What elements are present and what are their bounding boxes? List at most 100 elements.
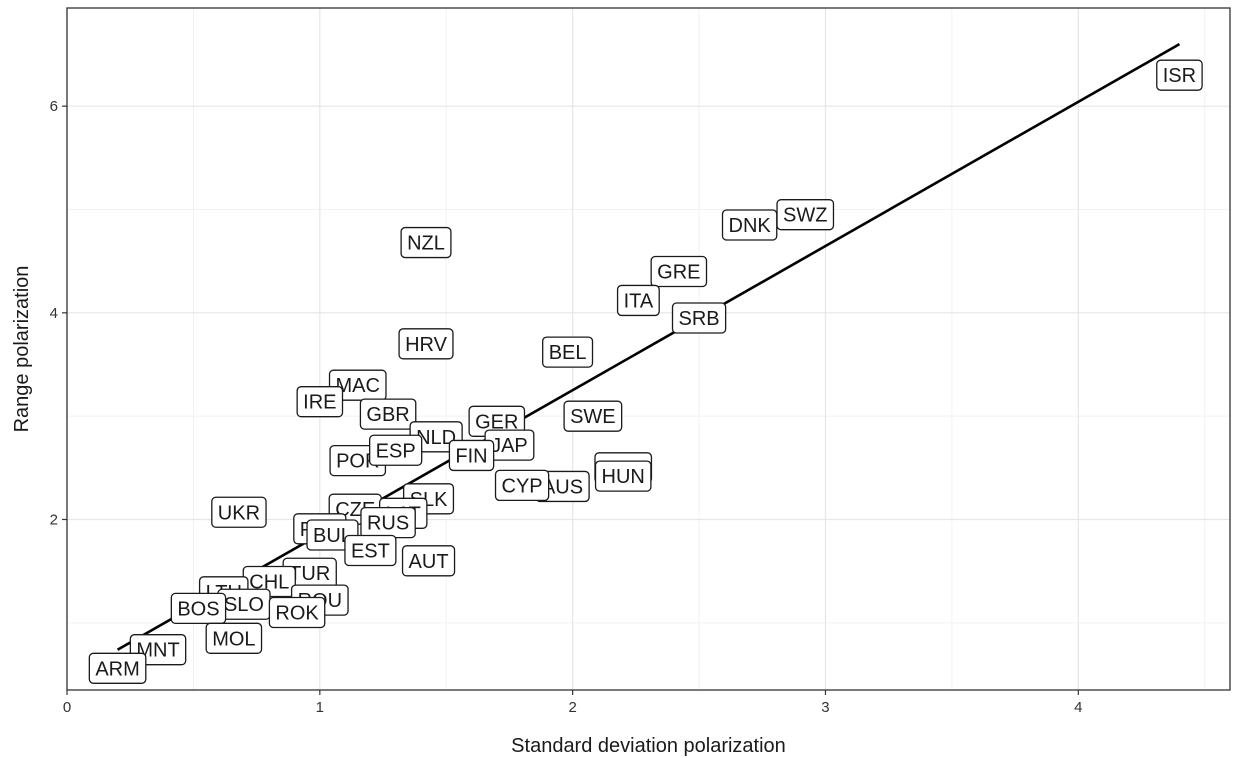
point-label-box (328, 369, 387, 401)
point-label-text: JAP (491, 435, 528, 457)
plot-frame (66, 7, 1231, 691)
point-label-swz: SWZ (776, 199, 835, 231)
point-label-box (671, 302, 727, 334)
point-label-box (400, 226, 452, 259)
point-label-dnk: DNK (721, 209, 778, 241)
point-label-hun: HUN (594, 460, 652, 492)
point-label-text: HRV (405, 334, 448, 356)
point-label-text: HUN (602, 466, 645, 488)
point-label-box (398, 328, 454, 360)
point-label-ger: GER (468, 405, 526, 437)
point-label-mac: MAC (328, 369, 387, 401)
point-label-box (616, 284, 660, 317)
point-label-ukr: UKR (211, 496, 267, 528)
point-label-text: ROK (275, 603, 319, 625)
x-tick-label: 3 (821, 699, 829, 716)
point-label-ita: ITA (616, 284, 660, 317)
point-label-gbr: GBR (359, 398, 417, 430)
x-axis-title: Standard deviation polarization (511, 735, 786, 757)
point-label-rus: RUS (360, 506, 416, 539)
point-label-box (88, 652, 147, 684)
point-label-arm: ARM (88, 652, 147, 684)
point-label-box (448, 439, 495, 472)
point-label-box (359, 398, 417, 430)
point-label-bel: BEL (542, 336, 594, 368)
y-tick-label: 2 (50, 512, 58, 529)
point-label-bos: BOS (170, 592, 227, 625)
x-tick-label: 0 (63, 699, 71, 716)
point-label-text: MOL (212, 628, 255, 650)
point-label-box (170, 592, 227, 625)
point-label-text: UKR (218, 502, 260, 524)
point-label-aut: AUT (401, 545, 456, 577)
point-label-text: GBR (366, 404, 409, 426)
point-label-box (494, 469, 550, 502)
point-label-text: ISR (1163, 65, 1196, 87)
point-label-text: ESP (376, 440, 416, 462)
point-label-text: EST (351, 541, 390, 563)
point-label-text: BUL (313, 525, 352, 547)
point-label-box (401, 545, 456, 577)
point-label-text: AUT (409, 551, 449, 573)
point-label-text: POR (336, 451, 379, 473)
trend-line-group (116, 43, 1181, 651)
point-label-box (211, 496, 267, 528)
point-label-swe: SWE (563, 400, 623, 432)
axes: 0 1 2 3 4 2 4 6 (50, 98, 1083, 716)
point-label-nzl: NZL (400, 226, 452, 259)
point-label-box (344, 534, 397, 567)
point-label-text: RUS (367, 513, 409, 535)
point-label-text: IRE (303, 392, 336, 414)
point-label-box (296, 386, 344, 418)
x-tick-label: 4 (1074, 699, 1082, 716)
point-label-text: ARM (95, 658, 139, 680)
point-label-text: BEL (549, 342, 587, 364)
point-label-text: GRE (657, 262, 700, 284)
point-label-text: ITA (624, 290, 654, 312)
point-label-est: EST (344, 534, 397, 567)
trend-line (116, 43, 1181, 651)
point-label-box (1156, 59, 1203, 91)
point-label-text: SWZ (783, 205, 827, 227)
point-label-box (594, 460, 652, 492)
point-label-text: TUR (289, 563, 330, 585)
point-label-hrv: HRV (398, 328, 454, 360)
point-label-text: NLD (416, 427, 456, 449)
point-label-gre: GRE (650, 255, 708, 288)
point-label-box (563, 400, 623, 432)
point-label-cyp: CYP (494, 469, 550, 502)
point-label-rok: ROK (268, 596, 326, 629)
point-label-box (369, 434, 423, 466)
point-label-jap: JAP (484, 429, 535, 461)
point-label-text: DNK (729, 215, 772, 237)
point-label-text: MNT (136, 640, 179, 662)
point-label-text: SLO (224, 594, 264, 616)
point-label-text: AUS (542, 476, 583, 498)
x-tick-label: 1 (316, 699, 324, 716)
point-label-ire: IRE (296, 386, 344, 418)
point-label-text: GER (475, 411, 518, 433)
point-label-box (721, 209, 778, 241)
point-label-text: FIN (455, 445, 487, 467)
x-tick-label: 2 (568, 699, 576, 716)
point-label-srb: SRB (671, 302, 727, 334)
point-label-box (268, 596, 326, 629)
point-label-text: SRB (679, 308, 720, 330)
point-label-mol: MOL (205, 622, 263, 654)
point-label-text: CYP (502, 475, 543, 497)
point-label-text: SWE (570, 406, 616, 428)
point-label-text: NZL (407, 233, 445, 255)
y-tick-label: 6 (50, 98, 58, 115)
point-label-box (542, 336, 594, 368)
point-label-isr: ISR (1156, 59, 1203, 91)
point-label-text: CHL (249, 572, 289, 594)
point-label-box (205, 622, 263, 654)
point-label-box (650, 255, 708, 288)
point-label-text: MAC (336, 375, 380, 397)
point-label-text: BOS (177, 598, 219, 620)
y-tick-label: 4 (50, 305, 58, 322)
y-axis-title: Range polarization (11, 266, 33, 433)
point-label-fin: FIN (448, 439, 495, 472)
